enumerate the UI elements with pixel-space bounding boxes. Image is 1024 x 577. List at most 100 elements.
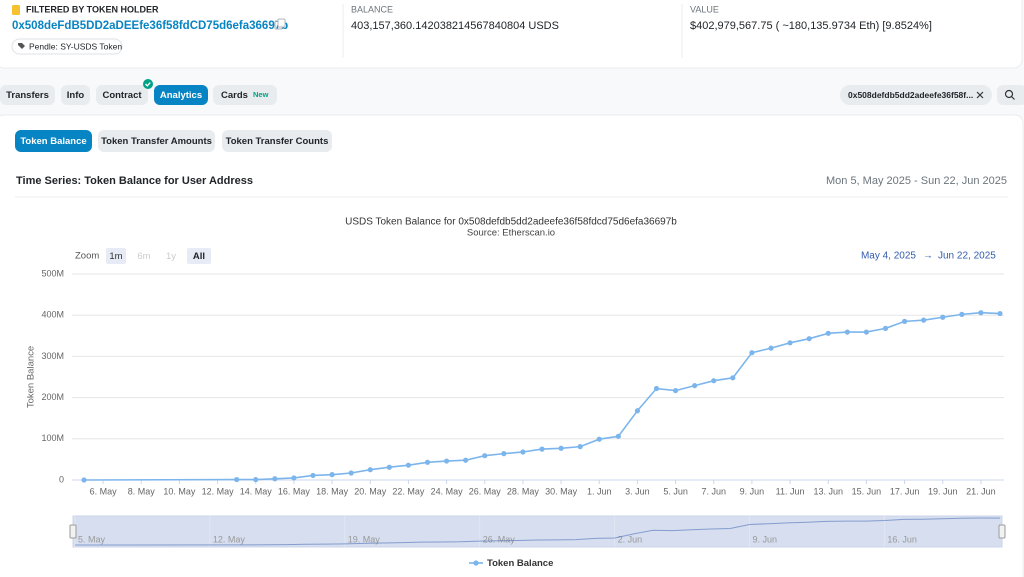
search-button[interactable]: [997, 85, 1024, 105]
data-point: [882, 325, 889, 331]
zoom-label: Zoom: [75, 251, 99, 262]
data-point: [520, 449, 526, 455]
data-point: [234, 476, 240, 483]
data-point: [959, 311, 965, 317]
data-point: [692, 383, 698, 389]
subtab[interactable]: [98, 130, 215, 152]
search-icon-handle: [1011, 96, 1015, 100]
data-point: [921, 317, 927, 323]
data-point: [253, 476, 259, 483]
data-point: [997, 310, 1003, 317]
tab-label: Transfers: [6, 90, 49, 101]
verified-check: [145, 82, 151, 87]
x-tick-label: 20. May: [354, 486, 387, 496]
data-point: [463, 457, 469, 463]
data-point: [577, 444, 583, 450]
copy-icon[interactable]: [274, 18, 286, 30]
zoom-button-active[interactable]: [187, 248, 211, 264]
y-tick-label: 500M: [41, 268, 64, 278]
new-badge: New: [253, 90, 269, 99]
data-point: [443, 458, 450, 464]
data-point: [272, 476, 278, 482]
navigator-handle[interactable]: [998, 524, 1006, 539]
x-tick-label: 14. May: [240, 486, 273, 496]
tag-pill[interactable]: [11, 38, 123, 55]
data-point: [730, 375, 736, 381]
navigator-tick-label: 26. May: [483, 534, 516, 544]
zoom-button-label: All: [193, 251, 205, 262]
tab-label: Contract: [102, 90, 142, 101]
x-tick-label: 6. May: [90, 486, 118, 496]
data-point: [386, 464, 392, 470]
x-tick-label: 16. May: [278, 486, 311, 496]
x-tick-label: 15. Jun: [852, 486, 882, 496]
legend-label[interactable]: Token Balance: [487, 558, 553, 569]
navigator-tick-label: 9. Jun: [752, 534, 777, 544]
zoom-button[interactable]: [106, 248, 126, 264]
x-tick-label: 1. Jun: [587, 486, 612, 496]
subtab-active[interactable]: [15, 130, 92, 152]
data-point: [348, 470, 354, 476]
data-point: [749, 350, 755, 356]
tab-label: Info: [67, 90, 85, 101]
x-tick-label: 26. May: [469, 486, 502, 496]
subtab-label: Token Balance: [20, 136, 86, 147]
data-point: [291, 475, 297, 481]
search-filter[interactable]: [840, 85, 992, 105]
tab-label: Analytics: [160, 90, 202, 101]
navigator-tick-label: 2. Jun: [618, 534, 643, 544]
holder-icon: [12, 5, 20, 15]
x-tick-label: 19. Jun: [928, 486, 958, 496]
x-tick-label: 3. Jun: [625, 486, 650, 496]
balance-value: 403,157,360.142038214567840804 USDS: [351, 20, 559, 32]
tab[interactable]: [61, 85, 90, 105]
y-tick-label: 100M: [41, 433, 64, 443]
data-point: [81, 477, 87, 483]
search-text: 0x508defdb5dd2adeefe36f58f...: [848, 90, 973, 100]
section-title: Time Series: Token Balance for User Addr…: [16, 175, 253, 187]
x-tick-label: 12. May: [202, 486, 235, 496]
navigator-tick-label: 5. May: [78, 534, 106, 544]
chart-subtitle: Source: Etherscan.io: [467, 228, 555, 239]
zoom-button-label: 1y: [166, 251, 176, 262]
data-point: [634, 408, 641, 414]
data-point: [825, 330, 831, 336]
subtab[interactable]: [222, 130, 332, 152]
range-from[interactable]: May 4, 2025: [861, 251, 916, 262]
y-tick-label: 0: [59, 474, 64, 484]
tab[interactable]: [213, 85, 277, 105]
x-tick-label: 10. May: [163, 486, 196, 496]
x-tick-label: 28. May: [507, 486, 540, 496]
data-point: [768, 345, 774, 351]
holder-address[interactable]: 0x508deFdB5DD2aDEEfe36f58fdCD75d6efa3669…: [12, 20, 288, 32]
series-line: [83, 311, 1001, 481]
y-tick-label: 200M: [41, 392, 64, 402]
data-point: [501, 451, 507, 457]
clear-icon[interactable]: [976, 91, 984, 99]
navigator-handle[interactable]: [69, 524, 77, 539]
navigator-line: [74, 517, 1001, 546]
subtab-label: Token Transfer Counts: [226, 136, 329, 147]
x-tick-label: 8. May: [128, 486, 156, 496]
x-tick-label: 9. Jun: [740, 486, 765, 496]
data-point: [310, 472, 316, 479]
x-tick-label: 7. Jun: [701, 486, 726, 496]
value-amount: $402,979,567.75 ( ~180,135.9734 Eth) [9.…: [690, 20, 932, 32]
x-tick-label: 11. Jun: [776, 486, 805, 496]
tab[interactable]: [96, 85, 148, 105]
range-arrow: →: [923, 251, 933, 262]
range-to[interactable]: Jun 22, 2025: [938, 251, 996, 262]
tab-label: Cards: [221, 90, 248, 101]
tab[interactable]: [0, 85, 55, 105]
x-tick-label: 21. Jun: [966, 486, 996, 496]
header-card: [0, 0, 1023, 69]
subtab-label: Token Transfer Amounts: [101, 136, 212, 147]
tag-text: Pendle: SY-USDS Token: [29, 41, 122, 51]
data-point: [329, 472, 335, 478]
data-point: [863, 329, 870, 335]
zoom-button-label: 1m: [109, 251, 122, 262]
tab-active[interactable]: [154, 85, 208, 105]
chart-title: USDS Token Balance for 0x508defdb5dd2ade…: [345, 217, 677, 228]
navigator-tick-label: 12. May: [213, 534, 246, 544]
